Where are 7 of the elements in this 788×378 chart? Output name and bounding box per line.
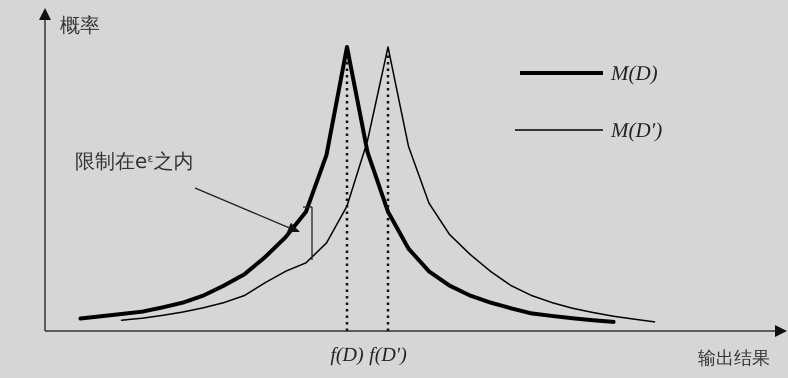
y-axis-title: 概率 xyxy=(60,13,100,37)
x-tick-label: f(D) xyxy=(330,344,364,366)
x-axis-title: 输出结果 xyxy=(698,348,770,369)
legend-label: M(D) xyxy=(610,61,658,85)
legend-label: M(D′) xyxy=(610,118,662,142)
x-tick-label: f(D′) xyxy=(369,344,408,366)
annotation: 限制在e$^{ε}$之内 xyxy=(75,149,194,173)
